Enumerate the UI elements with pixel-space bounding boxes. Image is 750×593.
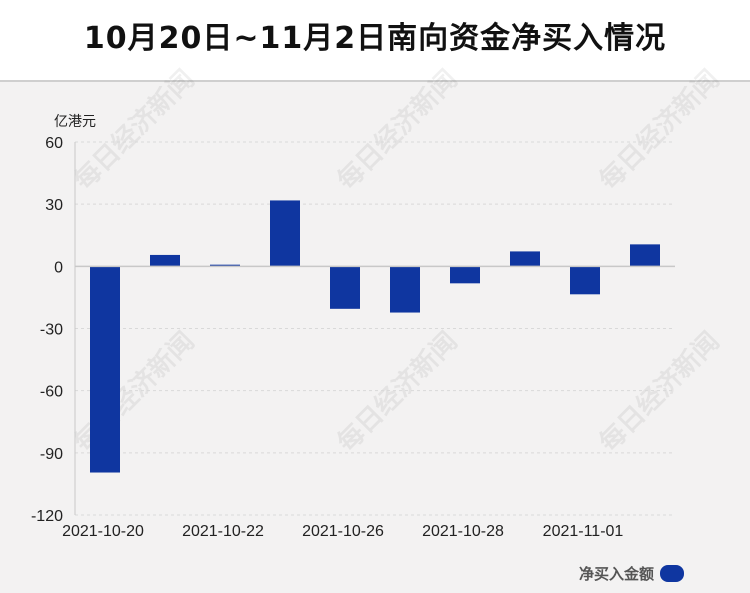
bar-2021-10-29 xyxy=(510,251,540,267)
header-divider xyxy=(0,80,750,82)
x-tick-label: 2021-10-26 xyxy=(302,523,384,540)
bar-2021-10-21 xyxy=(150,254,180,267)
y-tick-label: 30 xyxy=(45,197,63,214)
legend: 净买入金额 xyxy=(579,563,684,584)
bar-2021-10-25 xyxy=(270,200,300,267)
y-tick-label: 60 xyxy=(45,135,63,152)
chart-title: 10月20日~11月2日南向资金净买入情况 xyxy=(83,21,667,56)
y-tick-label: 0 xyxy=(54,259,63,276)
y-tick-label: -120 xyxy=(31,508,63,525)
bar-2021-11-01 xyxy=(570,266,600,295)
bar-2021-11-02 xyxy=(630,244,660,267)
x-tick-label: 2021-11-01 xyxy=(543,523,624,540)
legend-label: 净买入金额 xyxy=(578,565,654,583)
bar-2021-10-27 xyxy=(390,266,420,313)
legend-swatch xyxy=(660,565,684,582)
bar-2021-10-28 xyxy=(450,266,480,284)
bar-2021-10-22 xyxy=(210,264,240,267)
x-tick-label: 2021-10-28 xyxy=(422,523,504,540)
x-tick-label: 2021-10-20 xyxy=(62,523,144,540)
y-axis-unit: 亿港元 xyxy=(54,114,96,130)
x-tick-label: 2021-10-22 xyxy=(182,523,264,540)
y-tick-label: -30 xyxy=(40,322,63,339)
y-tick-label: -90 xyxy=(40,446,63,463)
y-tick-label: -60 xyxy=(40,384,63,401)
bar-2021-10-26 xyxy=(330,266,360,309)
header xyxy=(0,0,750,80)
bar-2021-10-20 xyxy=(90,266,120,473)
